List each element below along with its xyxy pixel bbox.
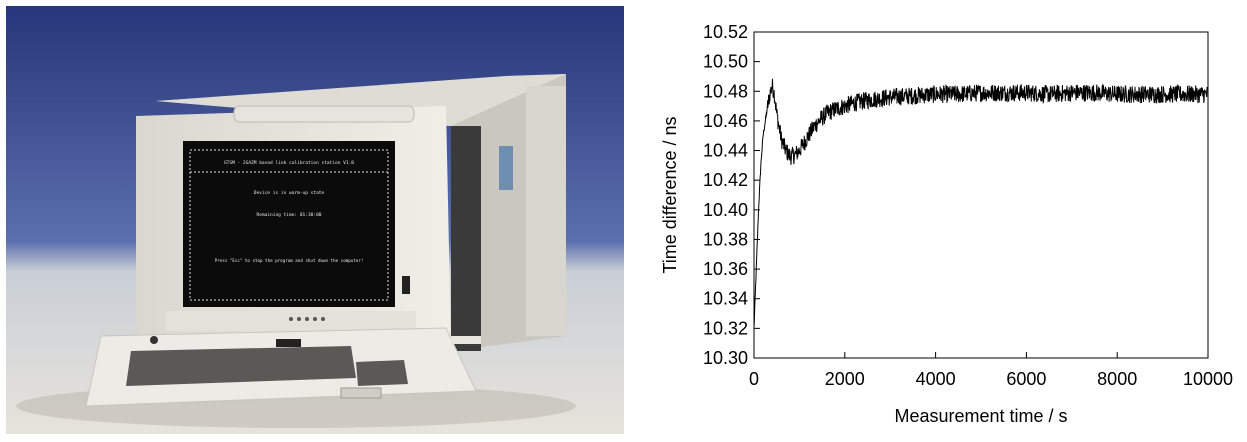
portable-computer-image: GTSM - 2GAZM based link calibration stat…: [6, 6, 624, 434]
x-tick-label: 4000: [916, 369, 956, 389]
screen-footer-text: Press "Esc" to stop the program and shut…: [215, 258, 364, 263]
y-tick-label: 10.46: [703, 111, 748, 131]
y-tick-label: 10.50: [703, 52, 748, 72]
y-tick-label: 10.32: [703, 318, 748, 338]
x-tick-label: 8000: [1097, 369, 1137, 389]
lcd-screen: [183, 141, 395, 307]
x-tick-label: 0: [749, 369, 759, 389]
keyboard: [126, 346, 356, 386]
y-tick-label: 10.38: [703, 229, 748, 249]
drive-bay: [451, 126, 481, 351]
series-line: [753, 78, 1209, 328]
y-tick-label: 10.40: [703, 200, 748, 220]
computer-photo: GTSM - 2GAZM based link calibration stat…: [6, 6, 624, 434]
x-tick-label: 2000: [825, 369, 865, 389]
x-axis-label: Measurement time / s: [894, 406, 1067, 426]
chart-panel: 0 2000 4000 6000 8000 10000 10.30 10.32 10.34 10.…: [636, 0, 1247, 437]
y-tick-label: 10.42: [703, 170, 748, 190]
screen-remaining-text: Remaining time: 01:30:00: [256, 212, 321, 218]
y-tick-label: 10.44: [703, 141, 748, 161]
y-tick-label: 10.30: [703, 348, 748, 368]
y-tick-label: 10.34: [703, 289, 748, 309]
y-axis-label: Time difference / ns: [660, 116, 680, 273]
x-tick-label: 6000: [1006, 369, 1046, 389]
y-tick-label: 10.52: [703, 22, 748, 42]
y-tick-label: 10.48: [703, 81, 748, 101]
x-tick-label: 10000: [1183, 369, 1233, 389]
y-tick-label: 10.36: [703, 259, 748, 279]
screen-status-text: Device is in warm-up state: [254, 190, 325, 196]
plot-area-frame: [753, 31, 1209, 359]
time-difference-chart: 0 2000 4000 6000 8000 10000 10.30 10.32 10.34 10.…: [660, 22, 1233, 426]
screen-header-text: GTSM - 2GAZM based link calibration stat…: [224, 160, 354, 166]
